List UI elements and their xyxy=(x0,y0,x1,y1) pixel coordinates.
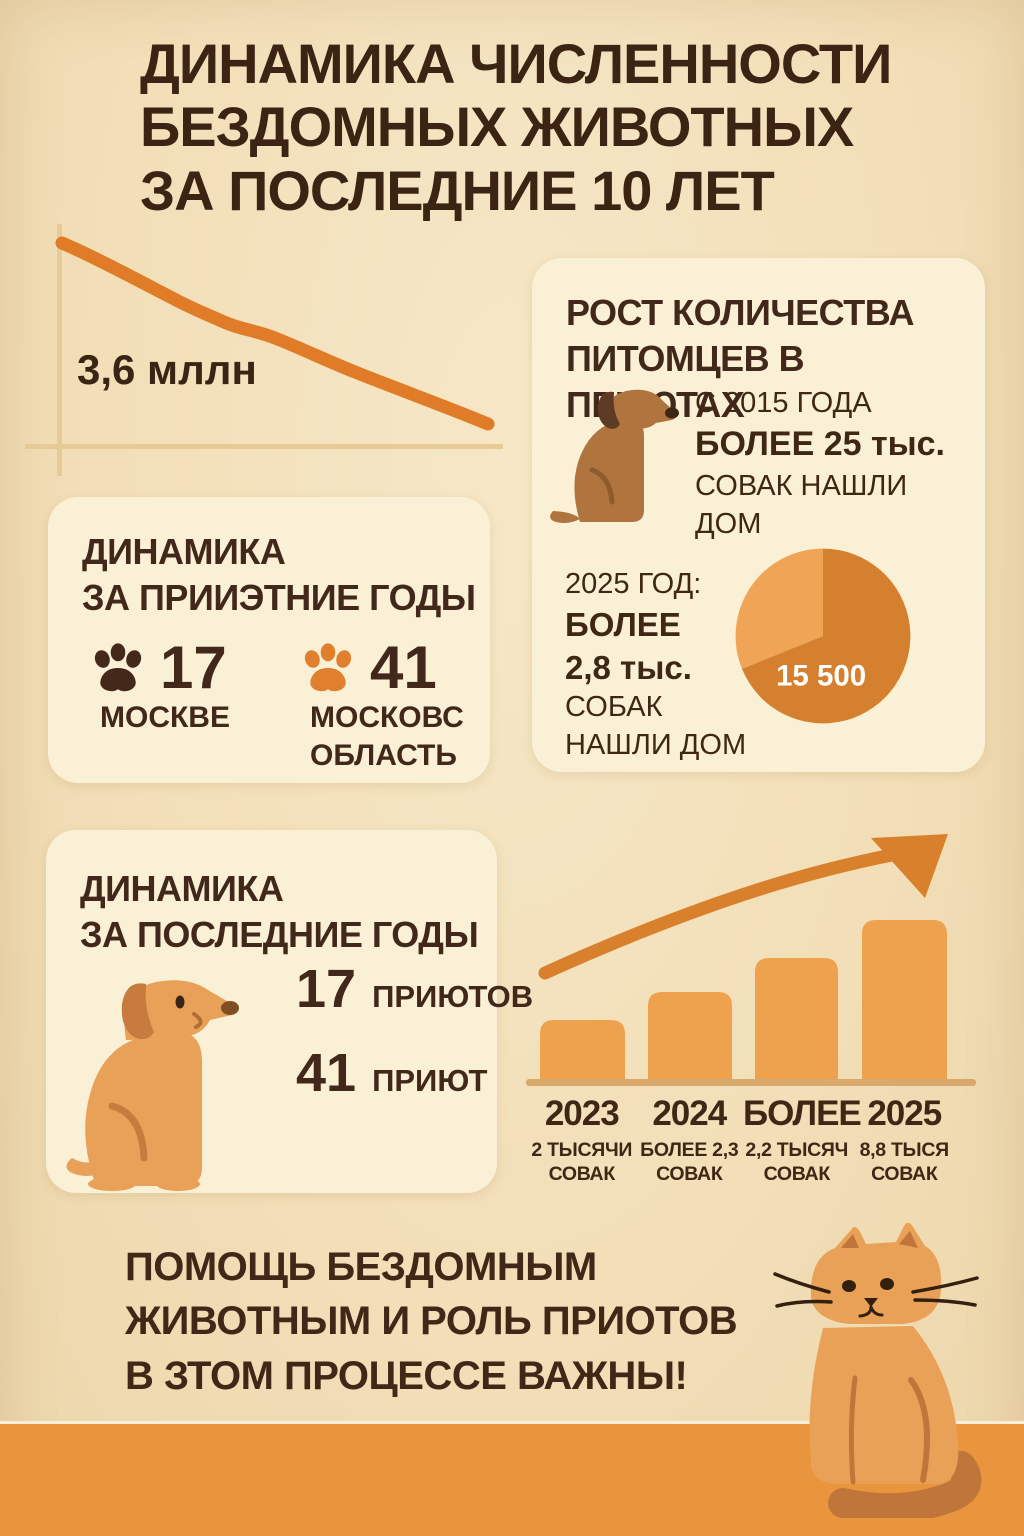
recent-title-line-2: ЗА ПОСЛЕДНИЕ ГОДЫ xyxy=(80,914,479,956)
bar-sub-bolee-line-1: 2,2 ТЫСЯЧ xyxy=(745,1139,849,1161)
bar-sub-2025-line-2: СОВАК xyxy=(871,1162,938,1185)
page-title: ДИНАМИКА ЧИСЛЕННОСТИ БЕЗДОМНЫХ ЖИВОТНЫХ … xyxy=(140,32,892,222)
dynamics-panel-title: ДИНАМИКА ЗА ПРИИЭТНИЕ ГОДЫ xyxy=(48,497,490,621)
pie-slice-dark xyxy=(741,548,911,724)
y2025-line-3: 2,8 тыс. xyxy=(565,648,692,686)
y2025-line-1: 2025 ГОД: xyxy=(565,568,702,600)
moscow-stat: 17 xyxy=(90,633,227,702)
bar-sub-2024-line-1: БОЛЕЕ 2,3 xyxy=(640,1139,739,1161)
moscow-region-count: 41 xyxy=(370,634,437,701)
bar-chart xyxy=(520,815,1010,1090)
y2025-line-4: СОБАК xyxy=(565,691,663,724)
growth-arrow-curve xyxy=(538,848,899,980)
y2025-line-2: БОЛЕЕ xyxy=(565,605,681,643)
moscow-label: МОСКВЕ xyxy=(100,701,230,734)
dynamics-panel: ДИНАМИКА ЗА ПРИИЭТНИЕ ГОДЫ 17 МОСКВЕ 41 … xyxy=(48,497,490,783)
x-axis-line xyxy=(25,444,503,449)
bar-sub-bolee-line-2: СОВАК xyxy=(763,1162,831,1185)
bar-sub-2025: 8,8 ТЫСЯ СОВАК xyxy=(851,1139,959,1187)
dynamics-title-line-1: ДИНАМИКА xyxy=(82,531,286,572)
dog-icon xyxy=(550,389,679,523)
pie-value-label: 15 500 xyxy=(776,659,866,692)
bar-2024 xyxy=(648,992,732,1080)
bar-sub-2023-line-2: СОВАК xyxy=(548,1162,616,1185)
shelters-17-word: ПРИЮТОВ xyxy=(372,979,534,1014)
bar-sub-2024: БОЛЕЕ 2,3 СОВАК xyxy=(636,1139,744,1187)
shelters-17-value: 17 xyxy=(296,959,357,1019)
bar-year-2024: 2024 xyxy=(652,1094,727,1133)
bar-2025 xyxy=(862,920,947,1080)
bar-chart-graphic xyxy=(526,834,976,1086)
bar-sub-2024-line-2: СОВАК xyxy=(656,1162,723,1185)
growth-arrow-icon xyxy=(871,834,948,898)
shelters-17-stat: 17 ПРИЮТОВ xyxy=(296,958,533,1020)
shelters-41-value: 41 xyxy=(296,1043,357,1103)
moscow-count: 17 xyxy=(160,634,227,701)
bar-column-2025: 2025 8,8 ТЫСЯ СОВАК xyxy=(851,1094,959,1187)
title-line-3: ЗА ПОСЛЕДНИЕ 10 ЛЕТ xyxy=(140,158,775,222)
bar-sub-2025-line-1: 8,8 ТЫСЯ xyxy=(859,1139,950,1161)
bar-sub-2023-line-1: 2 ТЫСЯЧИ xyxy=(531,1139,633,1161)
since-2015-text: С 2015 ГОДА БОЛЕЕ 25 тыс. СОВАК НАШЛИ ДО… xyxy=(695,384,945,544)
paw-icon-orange xyxy=(304,642,352,691)
bar-chart-labels: 2023 2 ТЫСЯЧИ СОВАК 2024 БОЛЕЕ 2,3 СОВАК… xyxy=(528,1094,958,1187)
bar-sub-2023: 2 ТЫСЯЧИ СОВАК xyxy=(528,1139,636,1187)
shelter-growth-panel: РОСТ КОЛИЧЕСТВА ПИТОМЦЕВ В ПРИЮТАХ С 201… xyxy=(532,258,985,772)
pie-slice-light xyxy=(735,548,823,669)
recent-title-line-1: ДИНАМИКА xyxy=(80,868,284,909)
footer-line-1: ПОМОЩЬ БЕЗДОМНЫМ xyxy=(125,1245,597,1289)
paw-icon-dark xyxy=(94,642,142,691)
y-axis-line xyxy=(57,224,62,476)
dynamics-title-line-2: ЗА ПРИИЭТНИЕ ГОДЫ xyxy=(82,577,476,619)
bar-year-2025: 2025 xyxy=(867,1094,942,1133)
declining-trend-line xyxy=(55,236,495,431)
footer-line-3: В ЗТОМ ПРОЦЕССЕ ВАЖНЫ! xyxy=(125,1353,688,1398)
since-line-2: БОЛЕЕ 25 тыс. xyxy=(695,425,946,464)
bar-column-bolee: БОЛЕЕ 2,2 ТЫСЯЧ СОВАК xyxy=(743,1094,862,1187)
shelters-41-stat: 41 ПРИЮТ xyxy=(296,1042,487,1104)
moscow-region-label-line-2: ОБЛАСТЬ xyxy=(310,738,457,772)
title-line-2: БЕЗДОМНЫХ ЖИВОТНЫХ xyxy=(140,95,854,159)
bar-2023 xyxy=(540,1020,625,1080)
moscow-region-label: МОСКОВС ОБЛАСТЬ xyxy=(310,699,464,774)
cat-icon xyxy=(773,1222,982,1518)
line-chart: 3,6 мллн xyxy=(25,222,505,478)
recent-panel-title: ДИНАМИКА ЗА ПОСЛЕДНИЕ ГОДЫ xyxy=(46,830,497,958)
big-dog-icon xyxy=(66,980,239,1191)
bar-sub-bolee: 2,2 ТЫСЯЧ СОВАК xyxy=(743,1139,851,1187)
bar-year-2023: 2023 xyxy=(544,1094,620,1133)
moscow-region-label-line-1: МОСКОВС xyxy=(310,701,464,734)
since-line-1: С 2015 ГОДА xyxy=(695,387,872,419)
shelters-41-word: ПРИЮТ xyxy=(372,1063,488,1098)
footer-message: ПОМОЩЬ БЕЗДОМНЫМ ЖИВОТНЫМ И РОЛЬ ПРИОТОВ… xyxy=(125,1240,738,1403)
declining-line-chart xyxy=(25,224,503,476)
year-2025-text: 2025 ГОД: БОЛЕЕ 2,8 тыс. СОБАК НАШЛИ ДОМ xyxy=(565,566,746,765)
bar-column-2023: 2023 2 ТЫСЯЧИ СОВАК xyxy=(528,1094,636,1187)
since-line-3: СОВАК НАШЛИ xyxy=(695,470,908,503)
bar-baseline xyxy=(526,1079,976,1086)
recent-years-panel: ДИНАМИКА ЗА ПОСЛЕДНИЕ ГОДЫ 17 ПРИЮТОВ 41… xyxy=(46,830,533,1193)
pie-chart: 15 500 xyxy=(735,548,911,724)
line-chart-value-label: 3,6 мллн xyxy=(77,346,257,393)
title-line-1: ДИНАМИКА ЧИСЛЕННОСТИ xyxy=(140,32,892,95)
since-line-4: ДОМ xyxy=(695,508,762,541)
moscow-region-stat: 41 xyxy=(300,633,437,702)
bar-column-2024: 2024 БОЛЕЕ 2,3 СОВАК xyxy=(636,1094,744,1187)
footer-line-2: ЖИВОТНЫМ И РОЛЬ ПРИОТОВ xyxy=(125,1299,738,1344)
y2025-line-5: НАШЛИ ДОМ xyxy=(565,729,747,762)
bar-bolee xyxy=(755,958,838,1080)
bar-year-bolee: БОЛЕЕ xyxy=(743,1094,862,1133)
shelter-title-line-1: РОСТ КОЛИЧЕСТВА xyxy=(566,292,914,333)
